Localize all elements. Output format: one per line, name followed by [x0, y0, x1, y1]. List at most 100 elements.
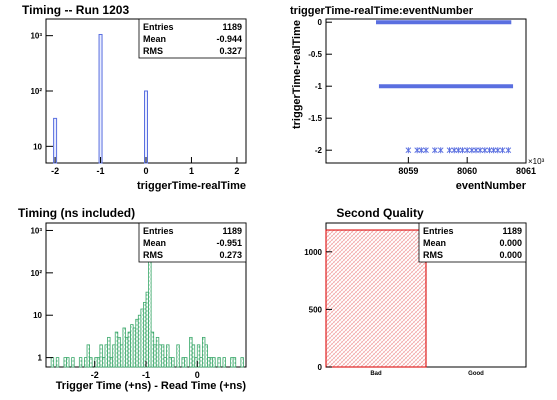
- histogram-bar: [176, 344, 180, 368]
- histogram-bar: [196, 344, 201, 368]
- histogram-bar: [160, 344, 165, 368]
- scatter-point: [464, 147, 471, 154]
- y-tick-label: 1: [38, 354, 43, 363]
- stats-box: Entries 1189 Mean -0.944 RMS 0.327: [138, 18, 247, 59]
- chart-title: Timing (ns included): [18, 206, 135, 220]
- histogram-bar: [53, 117, 58, 164]
- stats-rms-label: RMS: [143, 250, 163, 260]
- histogram-bar: [98, 33, 103, 164]
- scatter-point: [473, 147, 479, 154]
- histogram-bar: [78, 357, 83, 368]
- histogram-bar: [217, 357, 221, 368]
- histogram-bar: [55, 357, 60, 368]
- scatter-point: [423, 147, 429, 154]
- x-tick-label: 1: [189, 166, 194, 176]
- x-tick-label: -2: [51, 166, 59, 176]
- histogram-bar: [184, 357, 188, 368]
- x-tick-label: -2: [91, 370, 99, 380]
- stats-mean-label: Mean: [143, 238, 166, 248]
- y-tick-label: 10³: [30, 226, 42, 235]
- histogram-bar: [191, 344, 196, 368]
- scatter-point: [455, 147, 462, 154]
- scatter-point: [418, 147, 425, 154]
- stats-mean-label: Mean: [143, 34, 166, 44]
- histogram-bar: [50, 357, 55, 368]
- scatter-point: [490, 147, 497, 154]
- histogram-bar: [71, 357, 75, 368]
- y-tick-label: 0: [318, 18, 323, 27]
- plot-frame: [325, 18, 527, 164]
- x-tick-label: 8059: [398, 166, 418, 176]
- scatter-point: [451, 147, 458, 154]
- stats-entries-label: Entries: [143, 226, 174, 236]
- y-tick-label: 0: [318, 363, 323, 372]
- x-axis-label: eventNumber: [456, 180, 527, 192]
- histogram-bar: [166, 344, 170, 368]
- histogram-bar: [232, 357, 237, 368]
- quality-bar: [325, 229, 427, 368]
- y-tick-label: -1: [315, 82, 323, 91]
- histogram-bar: [66, 357, 70, 368]
- y-tick-label: 10³: [30, 32, 42, 41]
- y-tick-label: -0.5: [308, 50, 322, 59]
- x-tick-label: 8060: [457, 166, 477, 176]
- stats-mean-label: Mean: [423, 238, 446, 248]
- stats-rms-value: 0.000: [499, 250, 522, 260]
- x-tick-label: 0: [143, 166, 148, 176]
- y-tick-label: 10²: [30, 269, 42, 278]
- scatter-point: [505, 147, 512, 154]
- x-tick-label: -1: [142, 370, 150, 380]
- stats-mean-value: -0.944: [216, 34, 242, 44]
- histogram-bar: [107, 336, 111, 368]
- x-tick-label: 8061: [516, 166, 536, 176]
- histogram-bar: [212, 357, 216, 368]
- histogram-bar: [240, 357, 244, 368]
- stats-rms-value: 0.273: [219, 250, 242, 260]
- histogram-bar: [86, 344, 90, 368]
- scatter-point: [414, 147, 421, 154]
- panel-second-quality: Second Quality Bad Good 0 500 1000 Entries 1…: [304, 206, 527, 377]
- x-axis-label: Trigger Time (+ns) - Read Time (+ns): [56, 380, 247, 392]
- x-tick-label: -1: [97, 166, 105, 176]
- chart-title: triggerTime-realTime:eventNumber: [290, 5, 474, 17]
- x-tick-label: 2: [234, 166, 239, 176]
- scatter-point: [469, 147, 475, 154]
- stats-entries-value: 1189: [502, 226, 522, 236]
- stats-box-frame: [138, 18, 247, 59]
- panel-timing-run: Timing -- Run 1203 -2 -1 0 1 2 10 10² 10³ Entri…: [22, 3, 247, 192]
- stats-entries-label: Entries: [423, 226, 454, 236]
- histogram-bar: [222, 357, 226, 368]
- x-axis-exponent: ×10³: [528, 157, 545, 166]
- histogram-bar: [89, 357, 93, 368]
- histogram-bar: [204, 344, 208, 368]
- scatter-point: [499, 147, 506, 154]
- panel-scatter-event: triggerTime-realTime:eventNumber 8059 806…: [290, 5, 545, 192]
- chart-title: Second Quality: [336, 206, 424, 220]
- y-tick-label: 10: [33, 311, 42, 320]
- scatter-point: [494, 147, 501, 154]
- stats-mean-value: -0.951: [216, 238, 242, 248]
- histogram-bar: [99, 344, 103, 368]
- stats-rms-value: 0.327: [219, 46, 242, 56]
- scatter-point: [477, 147, 483, 154]
- scatter-point: [459, 147, 466, 154]
- scatter-point: [437, 147, 444, 154]
- stats-box-frame: [138, 222, 247, 263]
- stats-mean-value: 0.000: [499, 238, 522, 248]
- scatter-point: [446, 147, 453, 154]
- histogram-bar: [144, 90, 148, 164]
- scatter-point: [431, 147, 438, 154]
- x-category-label: Bad: [370, 371, 382, 377]
- scatter-point: [486, 147, 493, 154]
- stats-box: Entries 1189 Mean 0.000 RMS 0.000: [418, 222, 527, 263]
- x-category-label: Good: [468, 371, 484, 377]
- chart-title: Timing -- Run 1203: [22, 3, 129, 17]
- stats-box: Entries 1189 Mean -0.951 RMS 0.273: [138, 222, 247, 263]
- scatter-point: [405, 147, 412, 154]
- stats-entries-label: Entries: [143, 22, 174, 32]
- y-axis-label: triggerTime-realTime: [291, 20, 303, 129]
- y-tick-label: -2: [315, 146, 323, 155]
- y-tick-label: 10: [33, 142, 42, 151]
- y-tick-label: 500: [309, 305, 323, 314]
- stats-entries-value: 1189: [222, 22, 242, 32]
